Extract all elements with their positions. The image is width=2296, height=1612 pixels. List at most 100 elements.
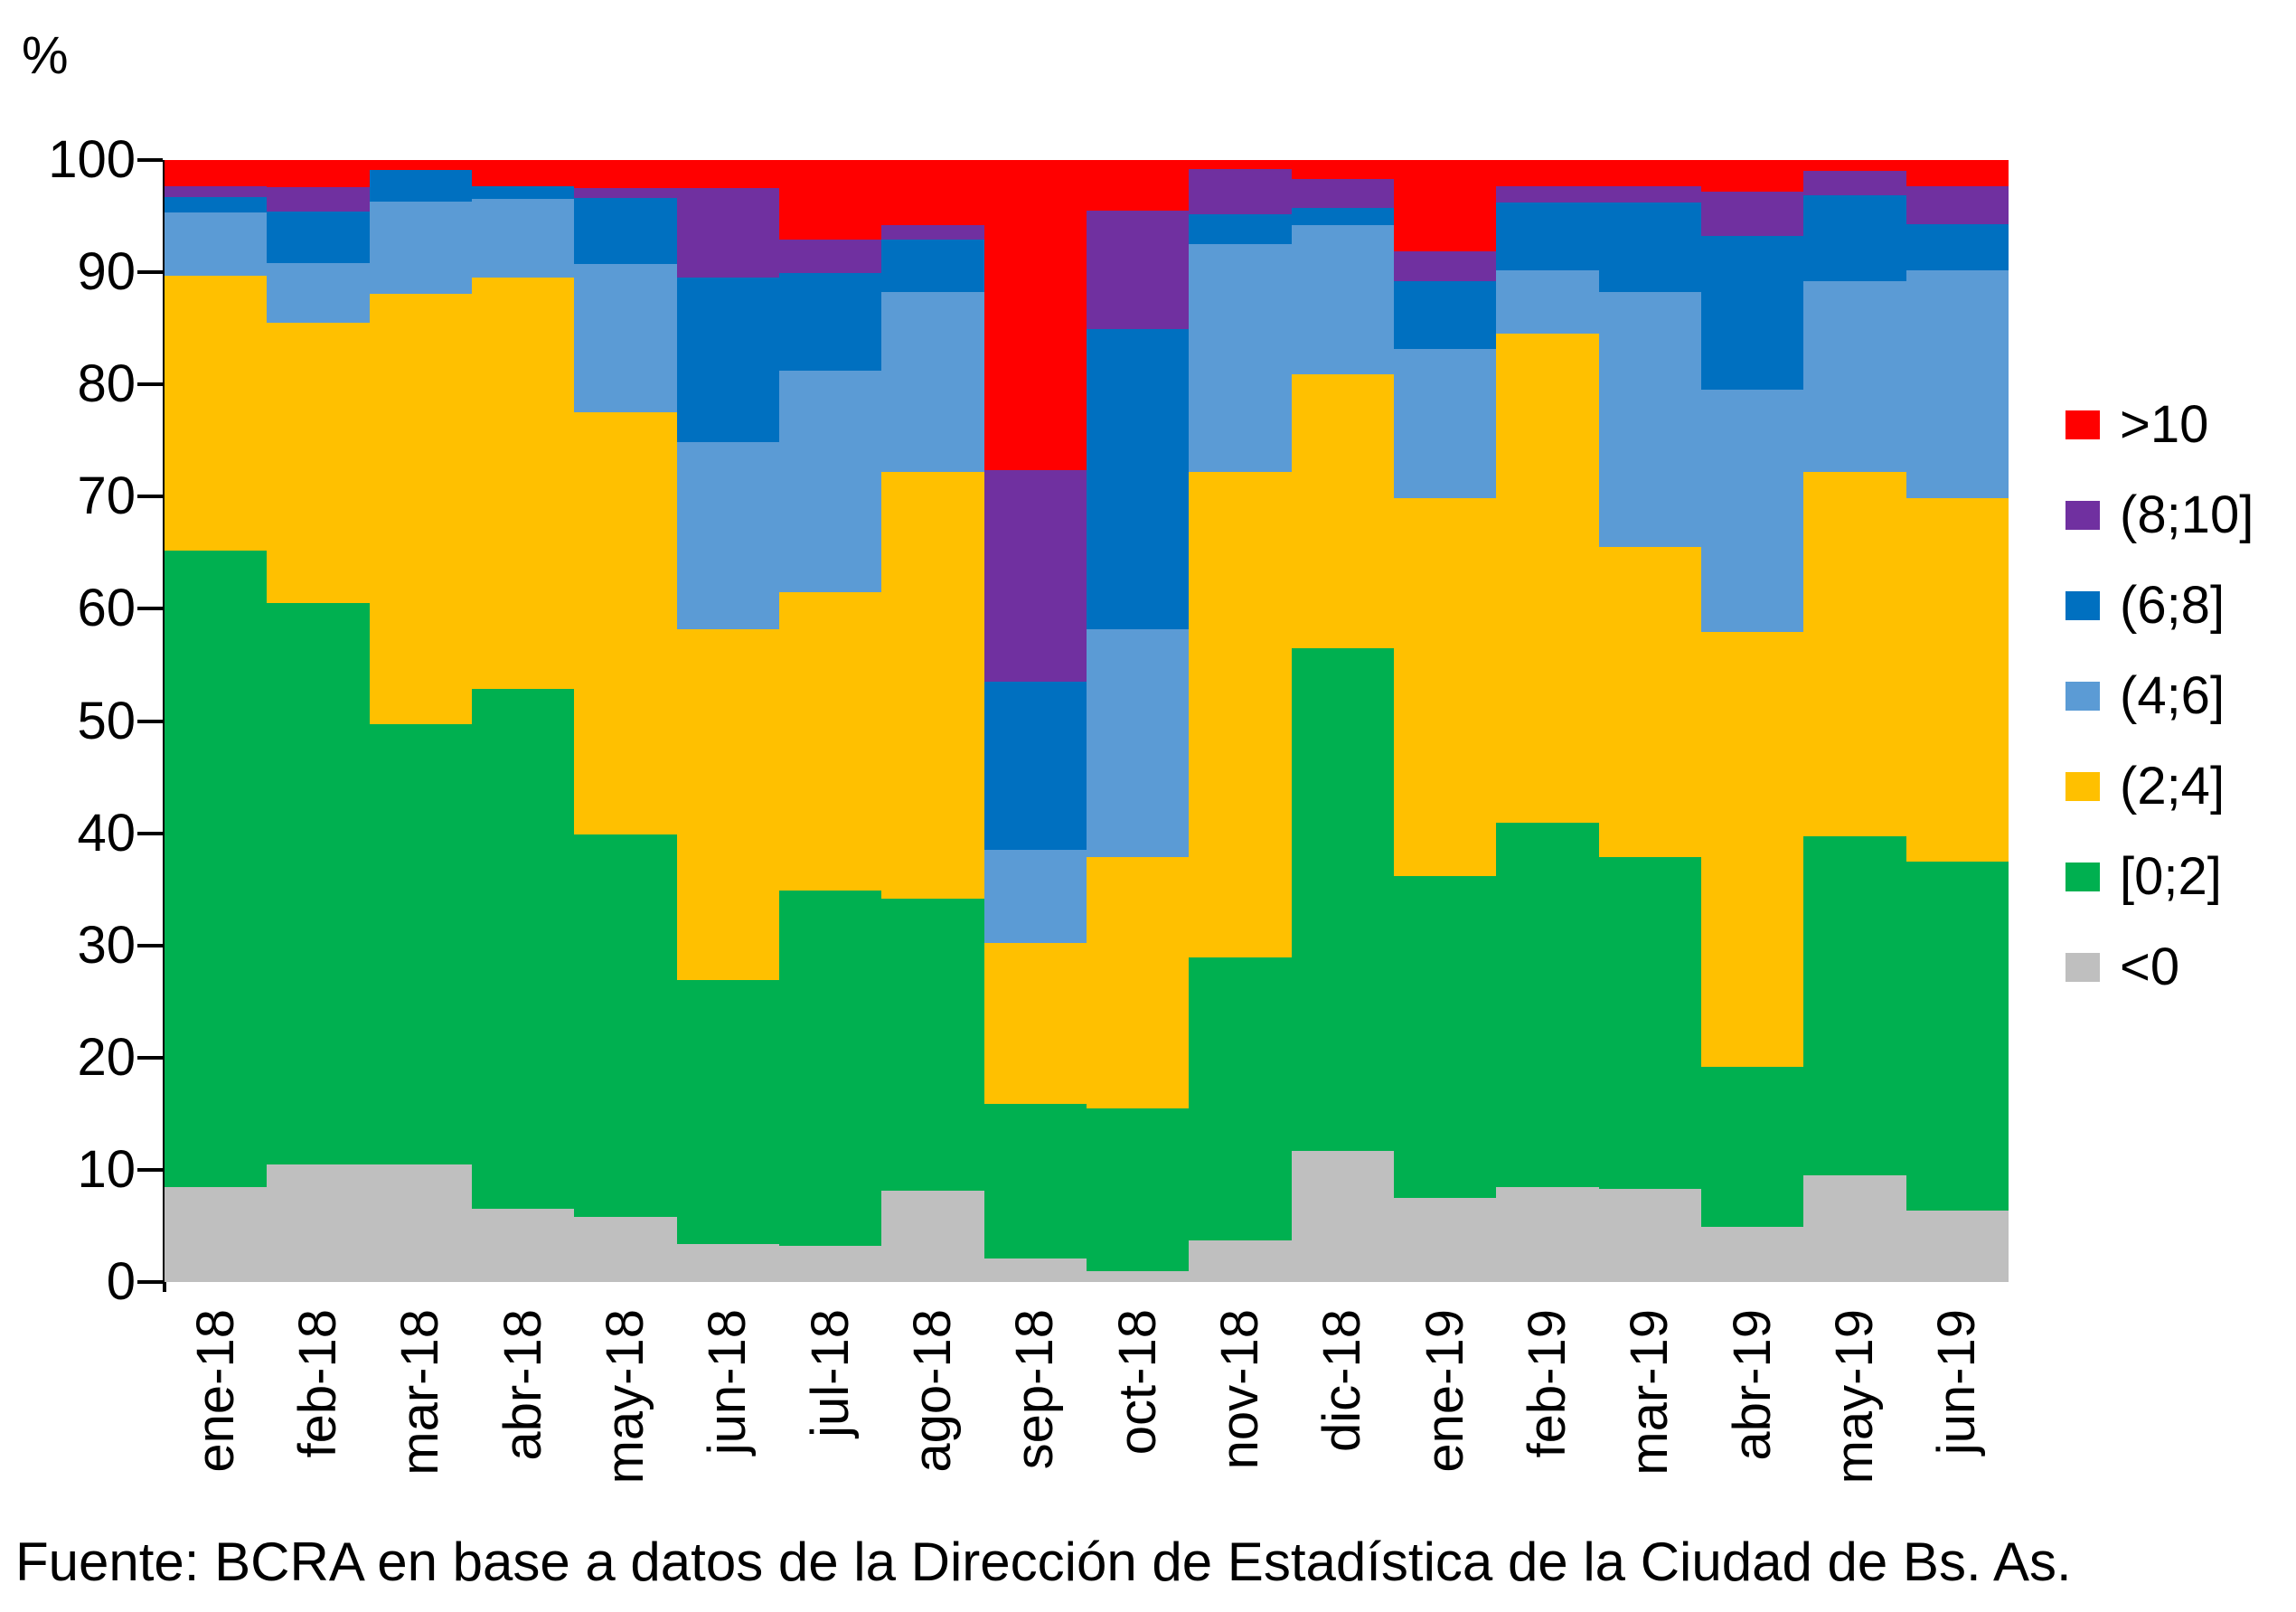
- bar-dic-18: [1291, 160, 1394, 1282]
- bar-segment-may-18-(6;8]: [574, 198, 677, 265]
- legend-swatch-(4;6]: [2065, 682, 2100, 711]
- bar-segment-ago-18-(4;6]: [881, 292, 984, 473]
- bar-segment-abr-19->10: [1701, 160, 1804, 192]
- x-tick-label-mar-18: mar-18: [391, 1309, 450, 1475]
- x-tick-label-nov-18: nov-18: [1210, 1309, 1269, 1470]
- bar-segment-sep-18-(4;6]: [983, 850, 1087, 944]
- bar-segment-may-19-<0: [1803, 1175, 1906, 1282]
- bar-segment-feb-19-<0: [1496, 1186, 1599, 1282]
- bar-segment-jul-18-(4;6]: [779, 371, 882, 592]
- bar-segment-jun-19->10: [1905, 160, 2009, 186]
- bar-segment-abr-19-(4;6]: [1701, 390, 1804, 633]
- legend-item-[0;2]: [0;2]: [2065, 848, 2222, 906]
- y-tick-label-10: 10: [77, 1139, 136, 1199]
- bar-segment-nov-18-[0;2]: [1189, 957, 1292, 1241]
- y-tick-mark-100: [137, 158, 163, 162]
- bar-segment-ene-19-(6;8]: [1394, 281, 1497, 349]
- bar-segment-mar-19-(2;4]: [1598, 547, 1701, 857]
- bar-segment-sep-18-(6;8]: [983, 682, 1087, 851]
- bar-segment-jun-19-(4;6]: [1905, 269, 2009, 498]
- bar-segment-oct-18->10: [1087, 160, 1190, 211]
- bar-segment-ago-18->10: [881, 160, 984, 226]
- bar-segment-may-19-(4;6]: [1803, 281, 1906, 473]
- bar-segment-ago-18-<0: [881, 1191, 984, 1282]
- y-tick-label-100: 100: [48, 130, 136, 189]
- bar-segment-mar-19->10: [1598, 160, 1701, 186]
- bar-segment-jun-19-(8;10]: [1905, 185, 2009, 224]
- bar-segment-ago-18-(8;10]: [881, 225, 984, 240]
- bar-segment-feb-18-(2;4]: [267, 322, 370, 604]
- bar-abr-19: [1701, 160, 1804, 1282]
- bar-segment-oct-18-(8;10]: [1087, 210, 1190, 330]
- bar-segment-sep-18->10: [983, 160, 1087, 470]
- legend-swatch-[0;2]: [2065, 863, 2100, 891]
- legend-swatch-(8;10]: [2065, 501, 2100, 530]
- bar-segment-feb-18->10: [267, 160, 370, 187]
- y-tick-mark-0: [137, 1280, 163, 1284]
- bar-segment-feb-19-(6;8]: [1496, 203, 1599, 270]
- bar-segment-ene-18-(4;6]: [165, 212, 268, 276]
- bar-may-18: [574, 160, 677, 1282]
- bar-segment-sep-18-(8;10]: [983, 469, 1087, 683]
- bar-segment-ago-18-(2;4]: [881, 472, 984, 899]
- bar-segment-jul-18-(6;8]: [779, 273, 882, 372]
- bar-segment-jun-19-[0;2]: [1905, 861, 2009, 1211]
- bar-segment-mar-18-(4;6]: [369, 201, 472, 294]
- legend-label-(6;8]: (6;8]: [2120, 576, 2225, 635]
- x-tick-label-ene-19: ene-19: [1415, 1309, 1474, 1473]
- bar-segment-mar-18-[0;2]: [369, 724, 472, 1164]
- bar-segment-abr-19-(8;10]: [1701, 191, 1804, 237]
- bar-ene-18: [165, 160, 268, 1282]
- bar-segment-mar-19-[0;2]: [1598, 856, 1701, 1189]
- bar-sep-18: [983, 160, 1087, 1282]
- bar-segment-oct-18-(4;6]: [1087, 628, 1190, 857]
- y-tick-mark-90: [137, 270, 163, 275]
- x-tick-label-mar-19: mar-19: [1620, 1309, 1680, 1475]
- bar-segment-jun-18-[0;2]: [676, 980, 779, 1244]
- y-tick-mark-60: [137, 607, 163, 611]
- bar-segment-ene-18->10: [165, 160, 268, 186]
- bar-jul-18: [779, 160, 882, 1282]
- bar-feb-18: [267, 160, 370, 1282]
- bar-segment-dic-18->10: [1291, 160, 1394, 180]
- legend-item-(2;4]: (2;4]: [2065, 758, 2225, 815]
- bar-segment-may-18-(4;6]: [574, 264, 677, 413]
- x-tick-label-abr-18: abr-18: [493, 1309, 552, 1461]
- bar-segment-ago-18-[0;2]: [881, 898, 984, 1192]
- bar-segment-jul-18-(8;10]: [779, 240, 882, 274]
- bar-segment-may-19-(2;4]: [1803, 472, 1906, 837]
- y-tick-mark-40: [137, 831, 163, 835]
- bar-segment-jun-18-(8;10]: [676, 188, 779, 278]
- legend-item-<0: <0: [2065, 938, 2179, 996]
- bar-segment-dic-18-<0: [1291, 1150, 1394, 1282]
- y-tick-mark-50: [137, 719, 163, 723]
- x-tick-label-feb-18: feb-18: [288, 1309, 347, 1458]
- x-tick-label-jun-19: jun-19: [1927, 1309, 1987, 1456]
- bar-segment-abr-18->10: [472, 160, 575, 186]
- y-tick-label-20: 20: [77, 1027, 136, 1087]
- bar-nov-18: [1189, 160, 1292, 1282]
- bar-jun-19: [1905, 160, 2009, 1282]
- y-tick-mark-70: [137, 495, 163, 499]
- legend-swatch->10: [2065, 410, 2100, 439]
- y-tick-mark-80: [137, 382, 163, 387]
- source-note: Fuente: BCRA en base a datos de la Direc…: [15, 1532, 2072, 1592]
- bar-segment-feb-19-(4;6]: [1496, 269, 1599, 335]
- bar-feb-19: [1496, 160, 1599, 1282]
- bar-segment-jun-19-(2;4]: [1905, 497, 2009, 862]
- y-tick-label-60: 60: [77, 579, 136, 638]
- bar-segment-oct-18-<0: [1087, 1270, 1190, 1282]
- bar-jun-18: [676, 160, 779, 1282]
- legend-label->10: >10: [2120, 395, 2209, 454]
- bar-segment-feb-18-<0: [267, 1164, 370, 1282]
- bar-segment-may-18-(8;10]: [574, 188, 677, 199]
- legend-swatch-(6;8]: [2065, 591, 2100, 620]
- bar-segment-abr-18-(6;8]: [472, 185, 575, 200]
- x-tick-label-may-18: may-18: [596, 1309, 654, 1485]
- x-tick-label-may-19: may-19: [1825, 1309, 1884, 1485]
- x-tick-label-abr-19: abr-19: [1722, 1309, 1782, 1461]
- x-tick-label-ene-18: ene-18: [185, 1309, 245, 1473]
- bar-segment-ene-18-(2;4]: [165, 275, 268, 551]
- bar-ago-18: [881, 160, 984, 1282]
- bar-segment-ene-19-[0;2]: [1394, 875, 1497, 1198]
